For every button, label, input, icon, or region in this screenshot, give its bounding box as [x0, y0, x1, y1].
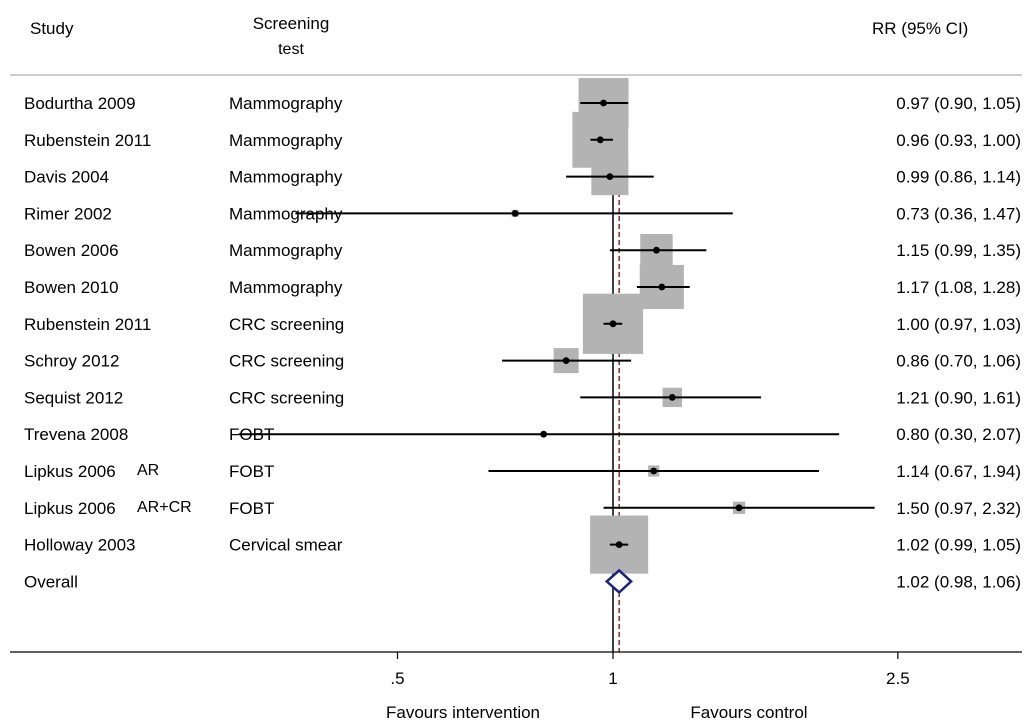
label-favours-control: Favours control — [690, 703, 807, 721]
header-test-line1: Screening — [253, 14, 330, 33]
point-estimate — [609, 320, 617, 328]
point-estimate — [511, 210, 519, 217]
header-study: Study — [30, 19, 74, 38]
label-favours-intervention: Favours intervention — [386, 703, 540, 721]
screening-test: FOBT — [229, 499, 274, 518]
point-estimate — [650, 467, 658, 475]
header-ci: RR (95% CI) — [872, 19, 968, 38]
study-marks — [238, 78, 875, 595]
screening-test: Mammography — [229, 241, 343, 260]
study-name: Lipkus 2006 — [24, 499, 116, 518]
rr-ci-value: 0.80 (0.30, 2.07) — [896, 425, 1021, 444]
screening-test: Mammography — [229, 168, 343, 187]
x-axis-ticks: .5 1 2.5 — [390, 652, 910, 688]
study-name: Rimer 2002 — [24, 204, 112, 223]
screening-test: Mammography — [229, 204, 343, 223]
rr-ci-value: 1.00 (0.97, 1.03) — [896, 315, 1021, 334]
study-name: Lipkus 2006 — [24, 462, 116, 481]
rr-ci-value: 1.15 (0.99, 1.35) — [896, 241, 1021, 260]
study-text: Bodurtha 2009 Mammography 0.97 (0.90, 1.05… — [24, 94, 1021, 591]
screening-test: Mammography — [229, 131, 343, 150]
overall-diamond — [604, 568, 633, 595]
screening-test: CRC screening — [229, 388, 344, 407]
x-tick-label: .5 — [390, 669, 404, 688]
study-name: Davis 2004 — [24, 168, 109, 187]
study-name: Bowen 2010 — [24, 278, 119, 297]
overall-label: Overall — [24, 572, 78, 591]
screening-test: Mammography — [229, 94, 343, 113]
x-tick-label: 2.5 — [886, 669, 910, 688]
study-name: Schroy 2012 — [24, 352, 119, 371]
rr-ci-value: 1.14 (0.67, 1.94) — [896, 462, 1021, 481]
point-estimate — [606, 173, 614, 181]
study-name: Sequist 2012 — [24, 388, 123, 407]
point-estimate — [668, 394, 676, 401]
point-estimate — [596, 136, 604, 144]
study-name: Bowen 2006 — [24, 241, 119, 260]
point-estimate — [658, 283, 666, 291]
screening-test: CRC screening — [229, 315, 344, 334]
rr-ci-value: 1.21 (0.90, 1.61) — [896, 388, 1021, 407]
point-estimate — [615, 541, 623, 548]
rr-ci-value: 0.73 (0.36, 1.47) — [896, 204, 1021, 223]
rr-ci-value: 1.17 (1.08, 1.28) — [896, 278, 1021, 297]
rr-ci-value: 0.97 (0.90, 1.05) — [896, 94, 1021, 113]
overall-rr-ci-value: 1.02 (0.98, 1.06) — [896, 572, 1021, 591]
rr-ci-value: 1.50 (0.97, 2.32) — [896, 499, 1021, 518]
study-subgroup: AR+CR — [137, 499, 192, 516]
screening-test: FOBT — [229, 462, 274, 481]
header-test-line2: test — [278, 41, 304, 58]
x-tick-label: 1 — [608, 669, 617, 688]
study-name: Rubenstein 2011 — [24, 131, 151, 150]
study-subgroup: AR — [137, 462, 159, 479]
point-estimate — [653, 246, 660, 254]
point-estimate — [735, 504, 743, 512]
screening-test: CRC screening — [229, 352, 344, 371]
point-estimate — [540, 430, 548, 438]
study-name: Bodurtha 2009 — [24, 94, 136, 113]
study-name: Holloway 2003 — [24, 536, 136, 555]
screening-test: FOBT — [229, 425, 274, 444]
study-name: Trevena 2008 — [24, 425, 128, 444]
study-name: Rubenstein 2011 — [24, 315, 151, 334]
rr-ci-value: 0.99 (0.86, 1.14) — [896, 168, 1021, 187]
point-estimate — [600, 99, 607, 107]
rr-ci-value: 0.86 (0.70, 1.06) — [896, 352, 1021, 371]
rr-ci-value: 0.96 (0.93, 1.00) — [896, 131, 1021, 150]
screening-test: Mammography — [229, 278, 343, 297]
rr-ci-value: 1.02 (0.99, 1.05) — [896, 536, 1021, 555]
screening-test: Cervical smear — [229, 536, 343, 555]
point-estimate — [562, 357, 570, 364]
